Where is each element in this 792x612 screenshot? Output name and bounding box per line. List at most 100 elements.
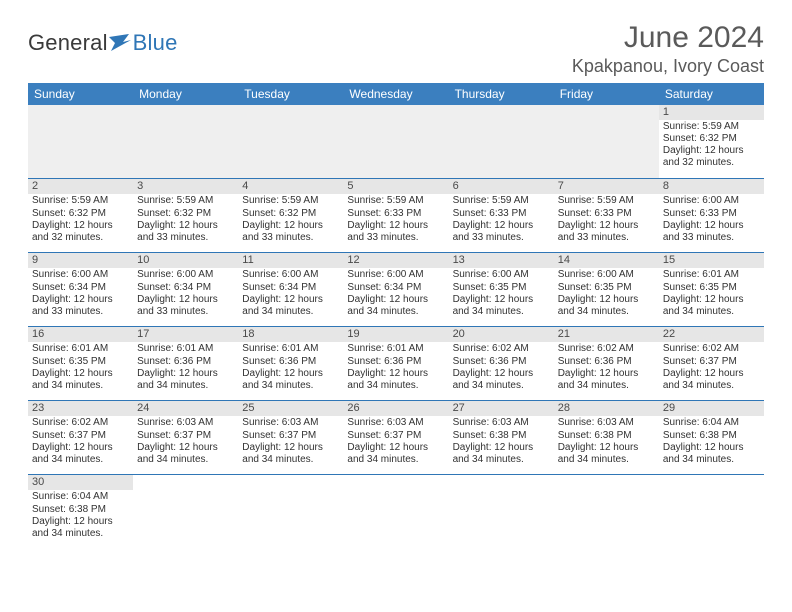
- sunset-line: Sunset: 6:37 PM: [347, 430, 444, 442]
- day-cell: 9Sunrise: 6:00 AMSunset: 6:34 PMDaylight…: [28, 253, 133, 327]
- brand-logo: General Blue: [28, 22, 178, 56]
- daylight-line: Daylight: 12 hours: [137, 294, 234, 306]
- day-cell: 25Sunrise: 6:03 AMSunset: 6:37 PMDayligh…: [238, 401, 343, 475]
- weekday-header: Tuesday: [238, 83, 343, 105]
- daylight-line-2: and 34 minutes.: [137, 380, 234, 392]
- calendar-row: 16Sunrise: 6:01 AMSunset: 6:35 PMDayligh…: [28, 327, 764, 401]
- daylight-line-2: and 34 minutes.: [558, 454, 655, 466]
- day-cell: 2Sunrise: 5:59 AMSunset: 6:32 PMDaylight…: [28, 179, 133, 253]
- daylight-line-2: and 33 minutes.: [32, 306, 129, 318]
- day-cell: 1Sunrise: 5:59 AMSunset: 6:32 PMDaylight…: [659, 105, 764, 179]
- weekday-header: Sunday: [28, 83, 133, 105]
- daylight-line: Daylight: 12 hours: [242, 368, 339, 380]
- sunrise-line: Sunrise: 5:59 AM: [242, 195, 339, 207]
- day-number: 7: [554, 179, 659, 194]
- day-number: 5: [343, 179, 448, 194]
- empty-cell: [343, 475, 448, 549]
- daylight-line: Daylight: 12 hours: [242, 294, 339, 306]
- day-number: 3: [133, 179, 238, 194]
- sunrise-line: Sunrise: 6:00 AM: [137, 269, 234, 281]
- sunset-line: Sunset: 6:36 PM: [242, 356, 339, 368]
- sunrise-line: Sunrise: 6:02 AM: [32, 417, 129, 429]
- sunrise-line: Sunrise: 6:03 AM: [137, 417, 234, 429]
- sunrise-line: Sunrise: 6:04 AM: [663, 417, 760, 429]
- daylight-line: Daylight: 12 hours: [137, 220, 234, 232]
- day-number: 30: [28, 475, 133, 490]
- weekday-header: Saturday: [659, 83, 764, 105]
- day-number: 22: [659, 327, 764, 342]
- daylight-line: Daylight: 12 hours: [453, 220, 550, 232]
- calendar-page: General Blue June 2024 Kpakpanou, Ivory …: [0, 0, 792, 549]
- empty-cell: [238, 475, 343, 549]
- day-cell: 10Sunrise: 6:00 AMSunset: 6:34 PMDayligh…: [133, 253, 238, 327]
- sunrise-line: Sunrise: 5:59 AM: [663, 121, 760, 133]
- empty-cell: [659, 475, 764, 549]
- day-number: 29: [659, 401, 764, 416]
- daylight-line-2: and 34 minutes.: [558, 306, 655, 318]
- daylight-line-2: and 34 minutes.: [347, 306, 444, 318]
- daylight-line-2: and 34 minutes.: [347, 454, 444, 466]
- daylight-line-2: and 34 minutes.: [663, 306, 760, 318]
- day-cell: 8Sunrise: 6:00 AMSunset: 6:33 PMDaylight…: [659, 179, 764, 253]
- day-cell: 7Sunrise: 5:59 AMSunset: 6:33 PMDaylight…: [554, 179, 659, 253]
- sunset-line: Sunset: 6:32 PM: [663, 133, 760, 145]
- sunrise-line: Sunrise: 6:01 AM: [137, 343, 234, 355]
- sunset-line: Sunset: 6:37 PM: [663, 356, 760, 368]
- brand-part1: General: [28, 30, 108, 56]
- day-cell: 23Sunrise: 6:02 AMSunset: 6:37 PMDayligh…: [28, 401, 133, 475]
- day-cell: 6Sunrise: 5:59 AMSunset: 6:33 PMDaylight…: [449, 179, 554, 253]
- sunrise-line: Sunrise: 6:00 AM: [32, 269, 129, 281]
- daylight-line-2: and 34 minutes.: [242, 454, 339, 466]
- sunrise-line: Sunrise: 6:00 AM: [663, 195, 760, 207]
- day-number: 19: [343, 327, 448, 342]
- daylight-line-2: and 34 minutes.: [453, 454, 550, 466]
- daylight-line: Daylight: 12 hours: [663, 220, 760, 232]
- calendar-row: 1Sunrise: 5:59 AMSunset: 6:32 PMDaylight…: [28, 105, 764, 179]
- daylight-line: Daylight: 12 hours: [558, 294, 655, 306]
- sunrise-line: Sunrise: 6:01 AM: [242, 343, 339, 355]
- daylight-line-2: and 34 minutes.: [347, 380, 444, 392]
- sunset-line: Sunset: 6:35 PM: [32, 356, 129, 368]
- day-cell: 14Sunrise: 6:00 AMSunset: 6:35 PMDayligh…: [554, 253, 659, 327]
- sunset-line: Sunset: 6:35 PM: [453, 282, 550, 294]
- day-number: 25: [238, 401, 343, 416]
- daylight-line: Daylight: 12 hours: [32, 368, 129, 380]
- day-cell: 11Sunrise: 6:00 AMSunset: 6:34 PMDayligh…: [238, 253, 343, 327]
- day-cell: 28Sunrise: 6:03 AMSunset: 6:38 PMDayligh…: [554, 401, 659, 475]
- day-number: 15: [659, 253, 764, 268]
- day-cell: 21Sunrise: 6:02 AMSunset: 6:36 PMDayligh…: [554, 327, 659, 401]
- day-cell: 3Sunrise: 5:59 AMSunset: 6:32 PMDaylight…: [133, 179, 238, 253]
- daylight-line: Daylight: 12 hours: [32, 220, 129, 232]
- sunrise-line: Sunrise: 5:59 AM: [137, 195, 234, 207]
- day-number: 27: [449, 401, 554, 416]
- day-cell: 17Sunrise: 6:01 AMSunset: 6:36 PMDayligh…: [133, 327, 238, 401]
- sunset-line: Sunset: 6:34 PM: [242, 282, 339, 294]
- daylight-line-2: and 34 minutes.: [242, 380, 339, 392]
- sunrise-line: Sunrise: 6:03 AM: [347, 417, 444, 429]
- sunset-line: Sunset: 6:35 PM: [663, 282, 760, 294]
- daylight-line-2: and 32 minutes.: [663, 157, 760, 169]
- day-number: 18: [238, 327, 343, 342]
- sunset-line: Sunset: 6:33 PM: [453, 208, 550, 220]
- page-header: General Blue June 2024 Kpakpanou, Ivory …: [28, 22, 764, 77]
- weekday-header: Friday: [554, 83, 659, 105]
- sunrise-line: Sunrise: 6:02 AM: [453, 343, 550, 355]
- sunset-line: Sunset: 6:36 PM: [137, 356, 234, 368]
- weekday-header: Thursday: [449, 83, 554, 105]
- day-number: 11: [238, 253, 343, 268]
- daylight-line: Daylight: 12 hours: [558, 368, 655, 380]
- sunrise-line: Sunrise: 6:00 AM: [242, 269, 339, 281]
- daylight-line: Daylight: 12 hours: [453, 442, 550, 454]
- sunset-line: Sunset: 6:33 PM: [347, 208, 444, 220]
- day-cell: 12Sunrise: 6:00 AMSunset: 6:34 PMDayligh…: [343, 253, 448, 327]
- sunrise-line: Sunrise: 5:59 AM: [32, 195, 129, 207]
- day-cell: 22Sunrise: 6:02 AMSunset: 6:37 PMDayligh…: [659, 327, 764, 401]
- sunset-line: Sunset: 6:38 PM: [663, 430, 760, 442]
- sunset-line: Sunset: 6:37 PM: [32, 430, 129, 442]
- daylight-line: Daylight: 12 hours: [32, 442, 129, 454]
- day-number: 16: [28, 327, 133, 342]
- day-number: 4: [238, 179, 343, 194]
- daylight-line-2: and 32 minutes.: [32, 232, 129, 244]
- daylight-line: Daylight: 12 hours: [453, 294, 550, 306]
- sunrise-line: Sunrise: 6:03 AM: [453, 417, 550, 429]
